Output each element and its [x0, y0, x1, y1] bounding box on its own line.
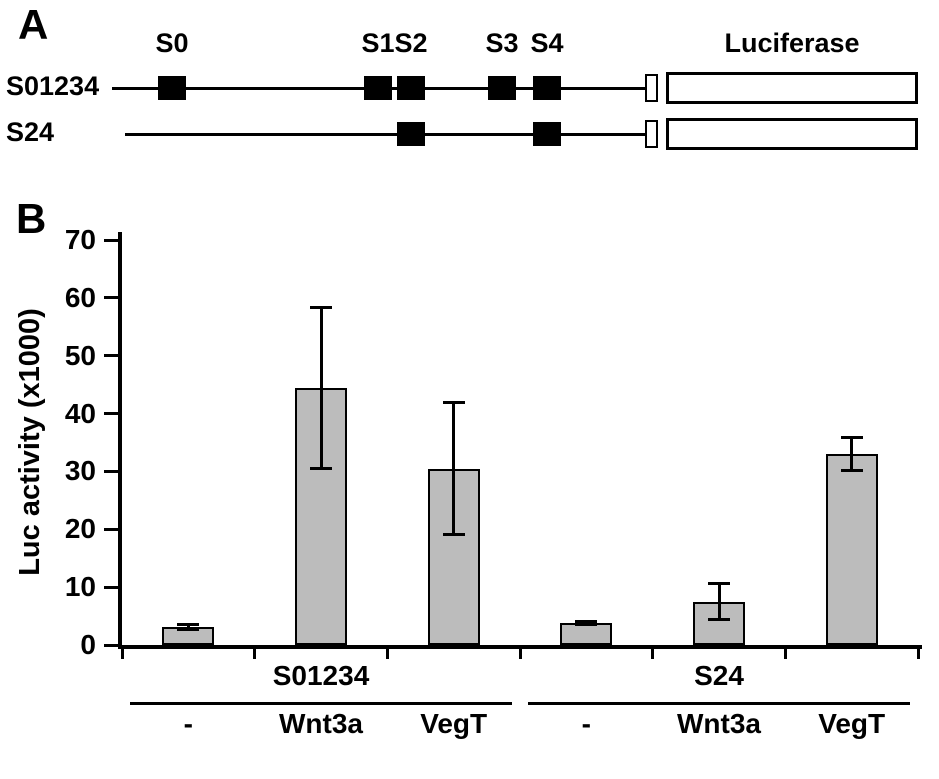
- x-axis-tick: [385, 649, 389, 659]
- luciferase-box: [666, 72, 918, 104]
- y-axis-tick: [104, 354, 120, 358]
- binding-site-box: [364, 76, 392, 100]
- y-axis: [118, 232, 122, 649]
- y-axis-tick: [104, 527, 120, 531]
- x-condition-label: -: [581, 708, 591, 739]
- error-bar-cap-top: [442, 401, 465, 404]
- error-bar-stem: [452, 402, 456, 536]
- y-tick-label: 0: [80, 629, 96, 660]
- x-axis-tick: [783, 649, 787, 659]
- luciferase-label: Luciferase: [724, 28, 860, 58]
- y-tick-label: 60: [64, 281, 96, 313]
- group-label: S24: [694, 660, 744, 691]
- x-condition-label: Wnt3a: [677, 708, 761, 739]
- error-bar-cap-top: [177, 623, 200, 627]
- y-axis-tick: [104, 238, 120, 242]
- x-axis-tick: [651, 649, 655, 659]
- x-condition-label: VegT: [420, 708, 488, 739]
- construct-name: S01234: [6, 71, 100, 101]
- y-axis-tick: [104, 412, 120, 416]
- luciferase-box: [666, 118, 918, 150]
- error-bar-stem: [717, 583, 721, 621]
- site-label: S3: [485, 28, 519, 58]
- error-bar-cap-top: [310, 305, 332, 309]
- x-condition-label: VegT: [818, 708, 886, 739]
- site-label: S1: [361, 28, 395, 58]
- y-axis-tick: [104, 469, 120, 473]
- y-axis-tick: [104, 585, 120, 589]
- y-axis-tick: [104, 643, 120, 647]
- y-tick-label: 20: [64, 513, 96, 545]
- x-axis: [118, 645, 922, 649]
- error-bar-cap-top: [575, 619, 598, 623]
- panel-a-label: A: [18, 1, 49, 48]
- x-axis-tick: [253, 649, 257, 659]
- x-condition-label: Wnt3a: [279, 708, 363, 739]
- y-tick-label: 70: [64, 224, 96, 255]
- error-bar-cap-bottom: [708, 618, 730, 622]
- x-axis-tick: [120, 649, 124, 659]
- error-bar-cap-top: [708, 582, 730, 586]
- error-bar-stem: [186, 624, 190, 630]
- x-axis-tick: [518, 649, 522, 659]
- group-label: S01234: [272, 660, 370, 691]
- y-tick-label: 50: [64, 339, 96, 371]
- error-bar-cap-bottom: [442, 533, 465, 537]
- group-underline: [528, 702, 910, 705]
- promoter-box: [645, 120, 658, 148]
- error-bar-cap-bottom: [310, 466, 332, 470]
- binding-site-box: [488, 76, 516, 100]
- binding-site-box: [397, 122, 425, 146]
- x-axis-tick: [916, 649, 920, 659]
- binding-site-box: [533, 122, 561, 146]
- y-axis-tick: [104, 296, 120, 300]
- binding-site-box: [158, 76, 186, 100]
- group-underline: [130, 702, 512, 705]
- y-tick-label: 10: [64, 571, 96, 603]
- y-tick-label: 30: [64, 455, 96, 487]
- error-bar-stem: [319, 306, 323, 469]
- x-condition-label: -: [183, 708, 193, 739]
- error-bar-cap-top: [840, 435, 863, 439]
- error-bar-stem: [584, 620, 588, 626]
- binding-site-box: [397, 76, 425, 100]
- error-bar-stem: [850, 436, 854, 472]
- site-label: S0: [155, 28, 189, 58]
- binding-site-box: [533, 76, 561, 100]
- error-bar-cap-bottom: [575, 623, 598, 627]
- y-tick-label: 40: [64, 397, 96, 429]
- site-label: S2: [394, 28, 428, 58]
- construct-backbone-line: [125, 133, 645, 136]
- error-bar-cap-bottom: [177, 627, 200, 631]
- bar: [825, 454, 878, 645]
- site-label: S4: [530, 28, 564, 58]
- panel-b-label: B: [16, 195, 47, 242]
- promoter-box: [645, 74, 658, 102]
- error-bar-cap-bottom: [840, 469, 863, 473]
- construct-name: S24: [6, 117, 55, 147]
